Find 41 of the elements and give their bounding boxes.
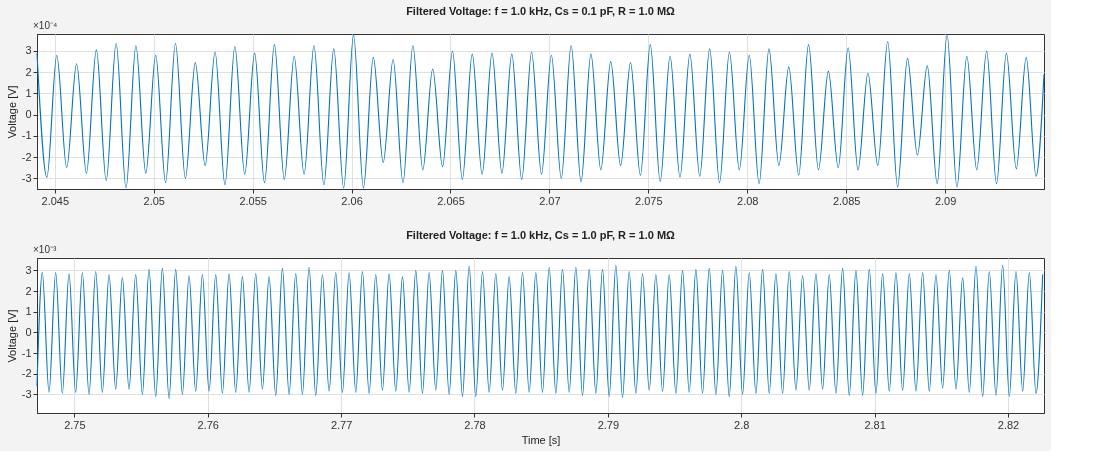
x-tick-label: 2.08 bbox=[737, 194, 759, 207]
text: ×10⁻³ bbox=[33, 244, 57, 255]
y-axis-title: Voltage [V] bbox=[5, 309, 18, 363]
y-tick-label: 3 bbox=[25, 44, 32, 57]
text: ×10⁻⁴ bbox=[33, 20, 58, 31]
y-tick-label: -3 bbox=[21, 171, 32, 184]
x-tick-label: 2.79 bbox=[597, 418, 620, 431]
y-tick-label: 1 bbox=[25, 86, 32, 99]
x-tick-label: 2.76 bbox=[197, 418, 219, 431]
y-tick-label: -2 bbox=[21, 367, 32, 380]
y-tick-label: 2 bbox=[25, 284, 32, 297]
y-tick-label: 0 bbox=[25, 325, 32, 338]
line-series bbox=[36, 34, 1045, 189]
x-tick-label: 2.8 bbox=[734, 418, 750, 431]
y-tick-label: 1 bbox=[25, 305, 32, 318]
x-tick-label: 2.075 bbox=[635, 194, 663, 207]
x-tick-label: 2.065 bbox=[437, 194, 465, 207]
x-tick-label: 2.05 bbox=[143, 194, 165, 207]
x-tick-label: 2.085 bbox=[832, 194, 861, 207]
x-tick-label: 2.06 bbox=[341, 194, 363, 207]
y-axis-title: Voltage [V] bbox=[5, 85, 18, 139]
y-tick-label: -3 bbox=[21, 387, 32, 400]
y-tick-label: 3 bbox=[25, 263, 32, 276]
x-tick-label: 2.07 bbox=[539, 194, 561, 207]
x-tick-label: 2.81 bbox=[864, 418, 886, 431]
x-tick-label: 2.75 bbox=[64, 418, 86, 431]
x-tick-label: 2.045 bbox=[41, 194, 70, 207]
chart-title: Filtered Voltage: f = 1.0 kHz, Cs = 1.0 pF, R = 1.0 MΩ bbox=[406, 229, 676, 241]
line-series bbox=[36, 264, 1044, 400]
y-tick-label: -1 bbox=[21, 346, 32, 359]
x-tick-label: 2.77 bbox=[330, 418, 353, 431]
y-tick-label: 2 bbox=[25, 65, 32, 78]
y-tick-label: 0 bbox=[25, 108, 32, 121]
y-tick-label: -1 bbox=[21, 129, 32, 142]
x-tick-label: 2.82 bbox=[997, 418, 1020, 431]
chart-title: Filtered Voltage: f = 1.0 kHz, Cs = 0.1 pF, R = 1.0 MΩ bbox=[406, 5, 676, 17]
x-axis-title: Time [s] bbox=[521, 433, 561, 446]
x-tick-label: 2.09 bbox=[934, 194, 957, 207]
x-tick-label: 2.055 bbox=[239, 194, 267, 207]
y-tick-label: -2 bbox=[21, 150, 32, 163]
x-tick-label: 2.78 bbox=[464, 418, 486, 431]
